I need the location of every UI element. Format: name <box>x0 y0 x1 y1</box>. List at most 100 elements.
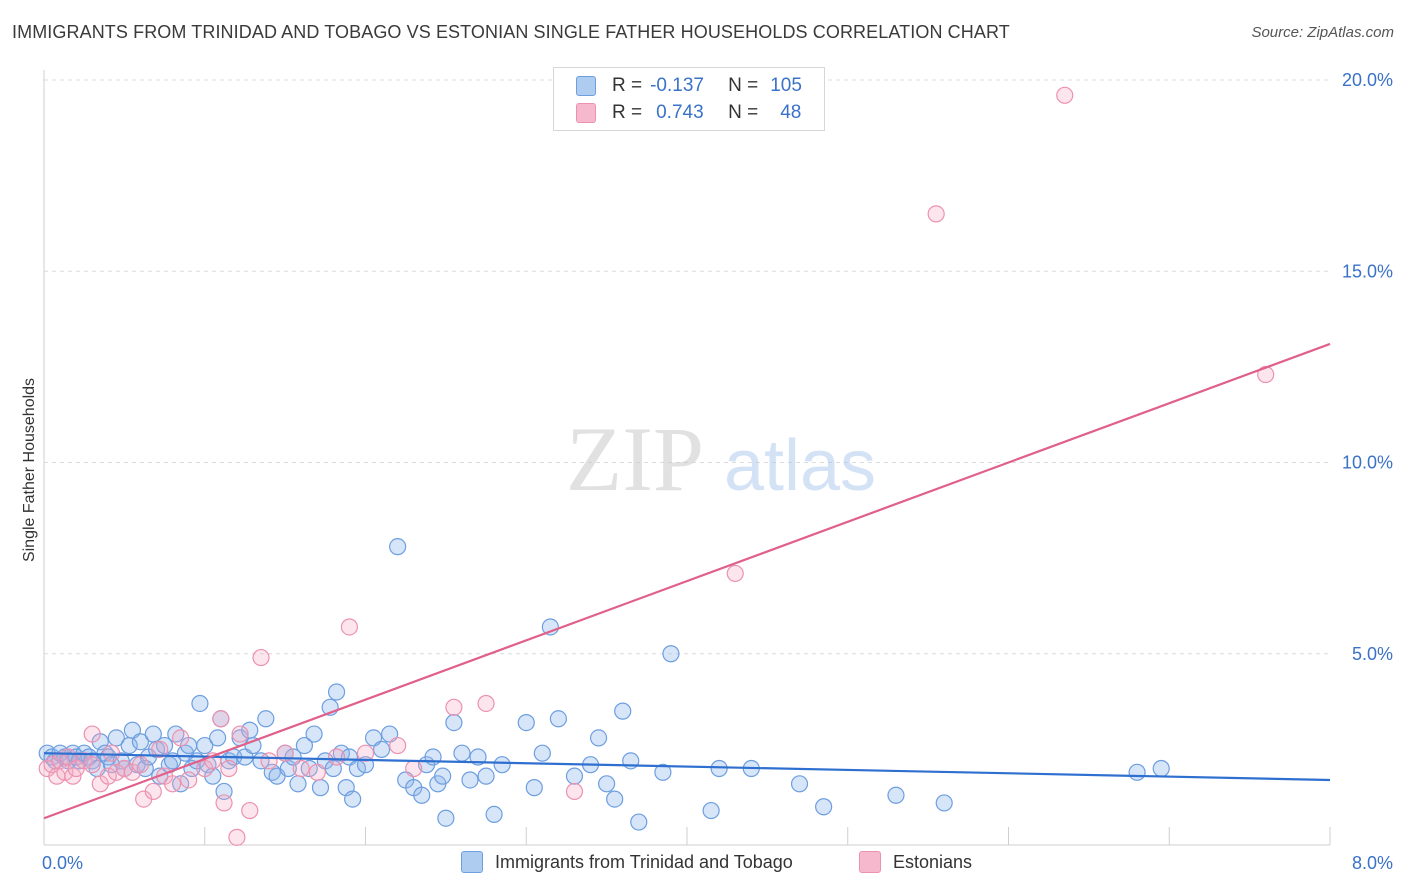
estonians-point <box>565 782 584 801</box>
immigrants-point <box>654 763 672 781</box>
tick-labels: 5.0% 10.0% 15.0% 20.0% 0.0% 8.0% <box>42 70 1393 873</box>
estonians-trendline <box>43 342 1331 820</box>
estonians-point <box>102 744 121 762</box>
x-tick-label: 0.0% <box>42 853 83 873</box>
immigrants-point <box>887 786 905 804</box>
legend-r-value: -0.137 <box>650 75 704 96</box>
estonians-point <box>99 767 117 785</box>
y-tick-label: 20.0% <box>1342 70 1393 90</box>
immigrants-point <box>196 736 214 755</box>
estonians-point <box>220 759 238 778</box>
legend-row-estonians: R = 0.743 N = 48 <box>576 101 801 125</box>
estonians-point <box>252 648 270 667</box>
immigrants-point <box>1152 759 1170 778</box>
immigrants-point <box>311 779 330 797</box>
legend-n-value: 105 <box>770 75 802 96</box>
immigrants-point <box>517 713 535 732</box>
legend-r-value: 0.743 <box>656 102 704 123</box>
series-legend-immigrants: Immigrants from Trinidad and Tobago <box>461 851 793 873</box>
legend-r-label: R = <box>612 75 643 96</box>
immigrants-point <box>662 645 680 663</box>
immigrants-point <box>209 729 227 747</box>
watermark: ZIP atlas <box>566 408 876 510</box>
immigrants-point <box>305 725 323 743</box>
legend-row-immigrants: R = -0.137 N = 105 <box>576 74 802 98</box>
immigrants-point <box>372 740 391 758</box>
immigrants-point <box>815 798 833 816</box>
immigrants-point <box>589 729 608 747</box>
estonians-point <box>172 729 190 747</box>
estonians-point <box>75 752 93 770</box>
estonians-point <box>340 618 359 636</box>
correlation-legend: R = -0.137 N = 105 R = 0.743 N = 48 <box>553 67 825 131</box>
immigrants-point <box>549 710 568 728</box>
estonians-point <box>927 205 945 223</box>
immigrants-point <box>702 801 720 820</box>
immigrants-point <box>413 786 431 804</box>
immigrants-point <box>131 733 150 751</box>
immigrants-point <box>295 736 314 755</box>
legend-n-label: N = <box>728 75 759 96</box>
immigrants-point <box>533 744 551 762</box>
series-swatch-blue <box>461 851 483 873</box>
immigrants-point <box>790 775 809 793</box>
immigrants-point <box>327 683 346 701</box>
axes <box>43 70 1331 846</box>
estonians-point <box>292 759 310 778</box>
immigrants-point <box>630 813 648 831</box>
x-tick-label: 8.0% <box>1352 853 1393 873</box>
immigrants-point <box>344 790 362 808</box>
series-legend: Immigrants from Trinidad and Tobago Esto… <box>0 851 1406 877</box>
immigrants-point <box>437 809 455 827</box>
estonians-point <box>231 725 249 743</box>
immigrants-point <box>191 694 209 713</box>
immigrants-point <box>614 702 632 720</box>
watermark-zip: ZIP <box>566 408 704 510</box>
immigrants-point <box>107 729 125 747</box>
estonians-point <box>144 782 162 801</box>
chart-title: IMMIGRANTS FROM TRINIDAD AND TOBAGO VS E… <box>12 22 1010 42</box>
estonians-point <box>308 763 326 781</box>
estonians-point <box>83 725 101 743</box>
estonians-point <box>389 736 407 755</box>
grid-lines <box>44 79 1330 655</box>
estonians-point <box>726 564 744 583</box>
estonians-point <box>241 801 259 820</box>
series-label-immigrants: Immigrants from Trinidad and Tobago <box>495 851 793 872</box>
y-tick-label: 5.0% <box>1352 644 1393 664</box>
watermark-atlas: atlas <box>724 426 876 506</box>
immigrants-point <box>935 794 953 812</box>
estonians-point <box>477 694 495 713</box>
estonians-point <box>327 748 346 766</box>
trend-lines <box>43 342 1331 820</box>
immigrants-point <box>434 767 452 785</box>
estonians-point <box>1056 86 1074 104</box>
legend-swatch-pink <box>576 103 596 123</box>
legend-n-value: 48 <box>780 102 802 123</box>
estonians-point <box>151 740 169 758</box>
series-swatch-pink <box>859 851 881 873</box>
immigrants-point <box>565 767 584 785</box>
immigrants-point <box>606 790 624 808</box>
estonians-point <box>131 756 150 774</box>
immigrants-point <box>493 756 511 774</box>
immigrants-point <box>445 713 463 732</box>
estonians-point <box>356 744 375 762</box>
immigrants-point <box>461 771 479 789</box>
legend-n-label: N = <box>728 102 759 123</box>
immigrants-point <box>598 775 616 793</box>
immigrants-point <box>710 759 728 778</box>
immigrants-point <box>289 775 307 793</box>
immigrants-point <box>389 538 407 556</box>
estonians-point <box>212 710 230 728</box>
immigrants-point <box>257 710 275 728</box>
series-label-estonians: Estonians <box>893 851 973 872</box>
estonians-point <box>164 775 182 793</box>
immigrants-point <box>1128 763 1146 781</box>
immigrants-point <box>477 767 495 785</box>
estonians-point <box>215 794 233 812</box>
y-tick-label: 15.0% <box>1342 261 1393 281</box>
estonians-point <box>228 828 246 846</box>
legend-r-label: R = <box>612 102 643 123</box>
